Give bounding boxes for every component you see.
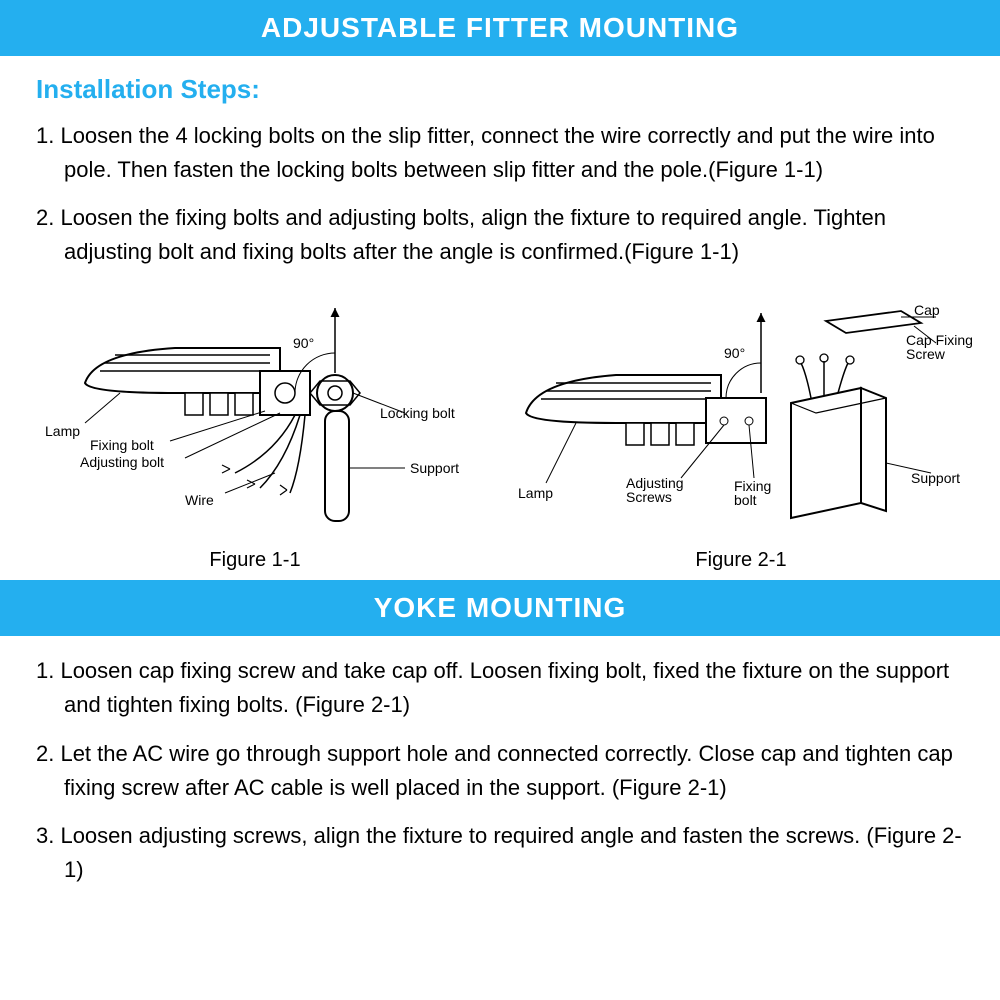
angle-label: 90° xyxy=(293,335,314,351)
step-item: 1. Loosen cap fixing screw and take cap … xyxy=(36,654,964,722)
label-support-2: Support xyxy=(911,470,960,486)
step-item: 3. Loosen adjusting screws, align the fi… xyxy=(36,819,964,887)
label-adjusting-screws: AdjustingScrews xyxy=(626,475,684,505)
section1-steps: 1. Loosen the 4 locking bolts on the sli… xyxy=(36,119,964,269)
banner-adjustable: ADJUSTABLE FITTER MOUNTING xyxy=(0,0,1000,56)
label-wire: Wire xyxy=(185,492,214,508)
figure-1-1-caption: Figure 1-1 xyxy=(24,549,486,572)
label-support: Support xyxy=(410,460,459,476)
step-item: 2. Loosen the fixing bolts and adjusting… xyxy=(36,201,964,269)
banner-yoke: YOKE MOUNTING xyxy=(0,580,1000,636)
label-adjusting-bolt: Adjusting bolt xyxy=(80,454,164,470)
label-fixing-bolt: Fixing bolt xyxy=(90,437,154,453)
figure-2-1: 90° Lamp AdjustingScrews xyxy=(506,293,976,572)
step-item: 2. Let the AC wire go through support ho… xyxy=(36,737,964,805)
installation-steps-heading: Installation Steps: xyxy=(36,74,964,105)
figure-2-1-svg: 90° Lamp AdjustingScrews xyxy=(506,293,976,543)
angle-label-2: 90° xyxy=(724,345,745,361)
label-lamp: Lamp xyxy=(45,423,80,439)
figures-row: 90° Lamp Fixing bolt Adjusting bolt Wire… xyxy=(0,293,1000,580)
section2-content: 1. Loosen cap fixing screw and take cap … xyxy=(0,636,1000,911)
step-item: 1. Loosen the 4 locking bolts on the sli… xyxy=(36,119,964,187)
figure-2-1-caption: Figure 2-1 xyxy=(506,549,976,572)
label-locking-bolt: Locking bolt xyxy=(380,405,455,421)
figure-1-1-svg: 90° Lamp Fixing bolt Adjusting bolt Wire… xyxy=(25,293,485,543)
label-fixing-bolt-2: Fixingbolt xyxy=(734,478,771,508)
label-lamp-2: Lamp xyxy=(518,485,553,501)
label-cap: Cap xyxy=(914,302,940,318)
section1-content: Installation Steps: 1. Loosen the 4 lock… xyxy=(0,56,1000,293)
label-cap-fixing-screw: Cap FixingScrew xyxy=(906,332,973,362)
section2-steps: 1. Loosen cap fixing screw and take cap … xyxy=(36,654,964,887)
figure-1-1: 90° Lamp Fixing bolt Adjusting bolt Wire… xyxy=(24,293,486,572)
